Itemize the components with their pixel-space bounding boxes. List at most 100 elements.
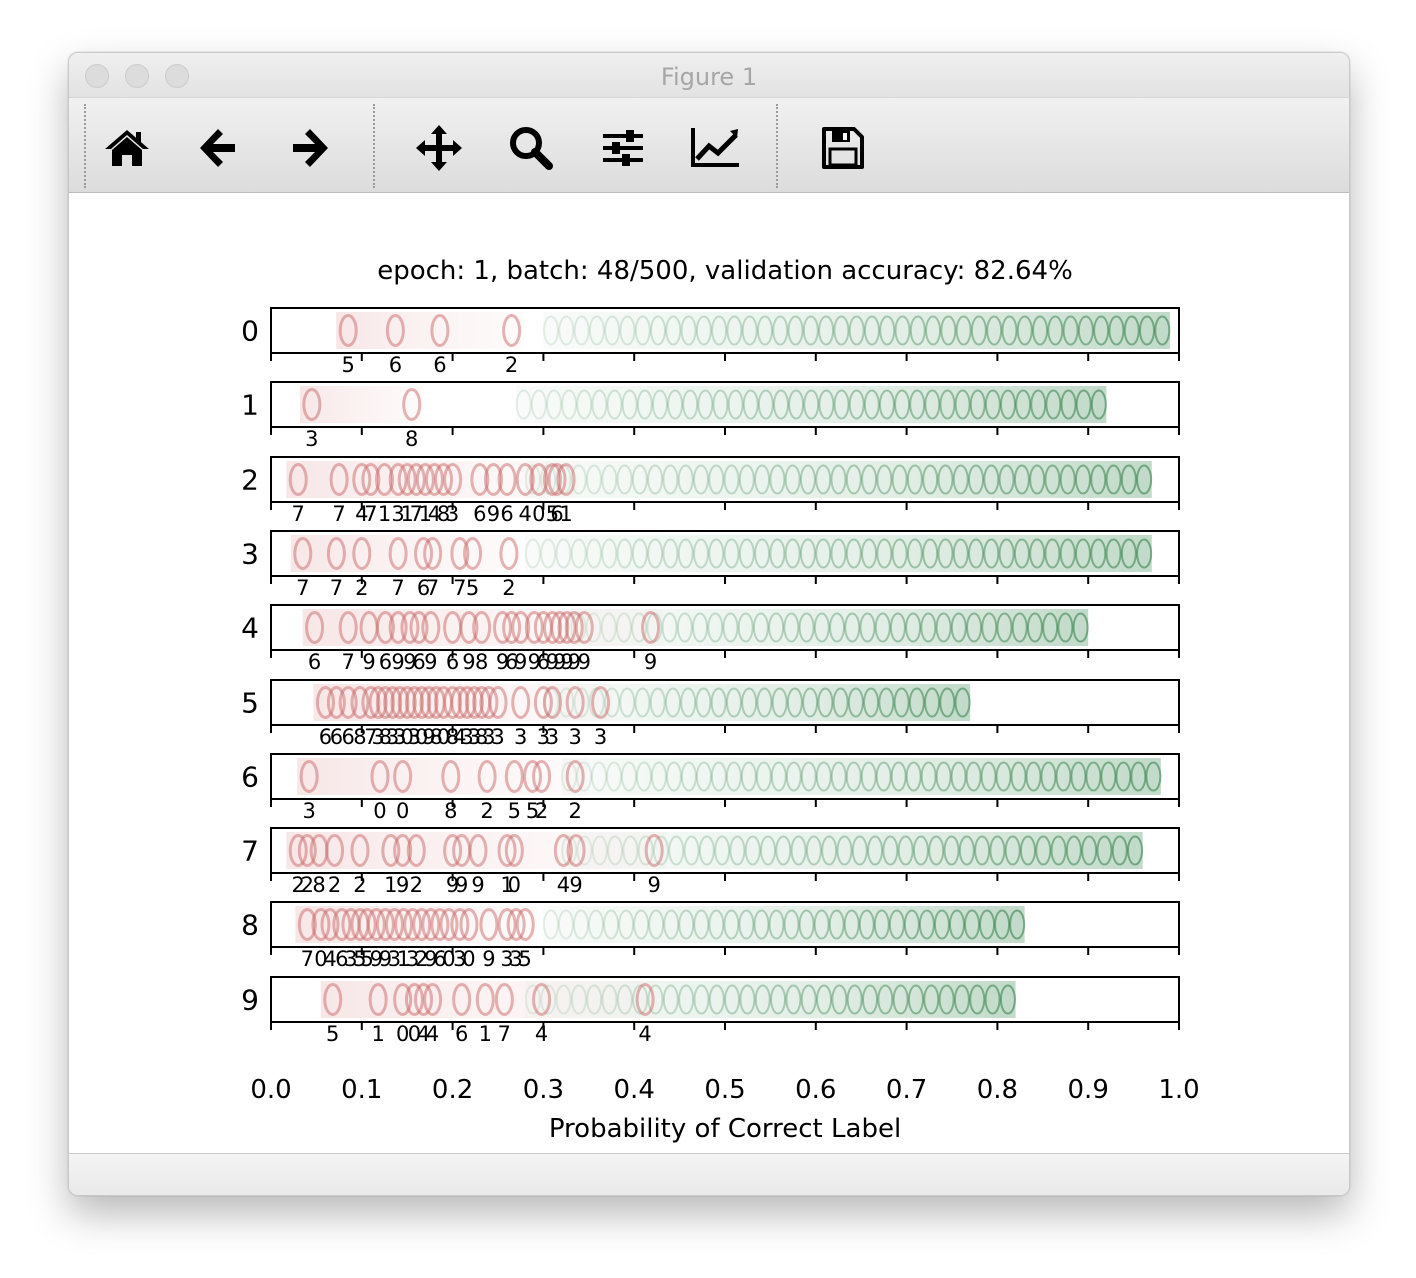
misclassified-sample-mark: [338, 686, 358, 719]
predicted-label: 9: [647, 873, 660, 897]
correct-sample-mark: [909, 389, 926, 420]
correct-sample-mark: [729, 835, 746, 866]
predicted-label: 1: [378, 502, 391, 526]
correct-sample-mark: [799, 538, 816, 569]
x-tick-label: 0.5: [704, 1075, 745, 1105]
home-button[interactable]: [99, 120, 155, 176]
correct-sample-mark: [1045, 389, 1062, 420]
misclassified-sample-mark: [443, 834, 463, 867]
pan-button[interactable]: [411, 120, 467, 176]
correct-sample-mark: [974, 835, 991, 866]
correct-sample-mark: [950, 761, 967, 792]
correct-sample-mark: [683, 835, 700, 866]
predicted-label: 2: [355, 576, 368, 600]
correct-sample-mark: [754, 538, 771, 569]
zoom-icon: [510, 127, 553, 170]
correct-sample-mark: [662, 538, 679, 569]
misclassified-sample-mark: [414, 537, 434, 570]
predicted-label: 1: [401, 502, 414, 526]
axes-edit-button[interactable]: [687, 120, 743, 176]
correct-sample-mark: [906, 464, 923, 495]
figure-canvas[interactable]: epoch: 1, batch: 48/500, validation accu…: [69, 193, 1349, 1153]
x-tick-label: 0.8: [977, 1075, 1018, 1105]
correct-sample-mark: [1010, 761, 1027, 792]
predicted-label: 6: [341, 725, 354, 749]
correct-sample-mark: [1057, 612, 1074, 643]
predicted-label: 7: [391, 576, 404, 600]
correct-sample-mark: [668, 835, 685, 866]
correct-sample-mark: [848, 315, 865, 346]
misclassified-sample-mark: [388, 537, 408, 570]
correct-sample-mark: [1011, 612, 1028, 643]
subplots-icon: [603, 130, 643, 166]
correct-sample-mark: [725, 761, 742, 792]
zoom-button[interactable]: [503, 120, 559, 176]
predicted-label: 3: [509, 947, 522, 971]
correct-sample-mark: [695, 761, 712, 792]
correct-sample-mark: [723, 538, 740, 569]
correct-sample-mark: [999, 389, 1016, 420]
correct-samples-band: [543, 906, 1025, 943]
maximize-window-button[interactable]: [165, 64, 189, 88]
correct-sample-mark: [848, 389, 865, 420]
misclassified-sample-mark: [524, 611, 544, 644]
correct-sample-mark: [707, 612, 724, 643]
correct-sample-mark: [665, 315, 682, 346]
correct-sample-mark: [591, 389, 608, 420]
misclassified-sample-mark: [370, 760, 390, 793]
correct-sample-mark: [1090, 538, 1107, 569]
predicted-label: 9: [546, 650, 559, 674]
correct-sample-mark: [861, 464, 878, 495]
correct-sample-mark: [969, 389, 986, 420]
correct-sample-mark: [634, 687, 651, 718]
minimize-window-button[interactable]: [125, 64, 149, 88]
misclassified-sample-mark: [450, 537, 470, 570]
correct-sample-mark: [741, 687, 758, 718]
predicted-label: 3: [468, 725, 481, 749]
correct-sample-mark: [833, 315, 850, 346]
correct-sample-mark: [1105, 538, 1122, 569]
correct-sample-mark: [603, 909, 620, 940]
correct-sample-mark: [555, 538, 572, 569]
correct-sample-mark: [965, 761, 982, 792]
save-button[interactable]: [815, 120, 871, 176]
subplots-button[interactable]: [595, 120, 651, 176]
misclassified-sample-mark: [532, 983, 552, 1016]
correct-sample-mark: [724, 984, 741, 1015]
title-bar[interactable]: Figure 1: [69, 53, 1349, 97]
predicted-label: 8: [430, 725, 443, 749]
correct-sample-mark: [999, 984, 1016, 1015]
correct-sample-mark: [1120, 538, 1137, 569]
correct-sample-mark: [953, 984, 970, 1015]
correct-sample-mark: [1044, 538, 1061, 569]
misclassified-sample-mark: [574, 611, 594, 644]
correct-sample-mark: [1090, 464, 1107, 495]
misclassified-sample-mark: [511, 686, 531, 719]
predicted-label: 0: [396, 1022, 409, 1046]
correct-sample-mark: [692, 464, 709, 495]
misclassified-sample-mark: [499, 537, 519, 570]
predicted-label: 9: [644, 650, 657, 674]
correct-sample-mark: [968, 538, 985, 569]
misclassified-sample-mark: [288, 834, 308, 867]
back-button[interactable]: [191, 120, 247, 176]
correct-sample-mark: [1072, 612, 1089, 643]
predicted-label: 3: [302, 799, 315, 823]
correct-sample-mark: [754, 984, 771, 1015]
misclassified-sample-mark: [459, 611, 479, 644]
forward-button[interactable]: [281, 120, 337, 176]
correct-sample-mark: [954, 389, 971, 420]
predicted-label: 0: [462, 947, 475, 971]
correct-sample-mark: [1042, 612, 1059, 643]
misclassified-sample-mark: [494, 983, 514, 1016]
correct-sample-mark: [635, 761, 652, 792]
misclassified-sample-mark: [430, 908, 450, 941]
correct-sample-mark: [958, 835, 975, 866]
correct-sample-mark: [909, 315, 926, 346]
close-window-button[interactable]: [85, 64, 109, 88]
correct-sample-mark: [631, 538, 648, 569]
predicted-label: 2: [480, 799, 493, 823]
correct-sample-mark: [998, 464, 1015, 495]
correct-sample-mark: [678, 909, 695, 940]
correct-sample-mark: [1030, 389, 1047, 420]
